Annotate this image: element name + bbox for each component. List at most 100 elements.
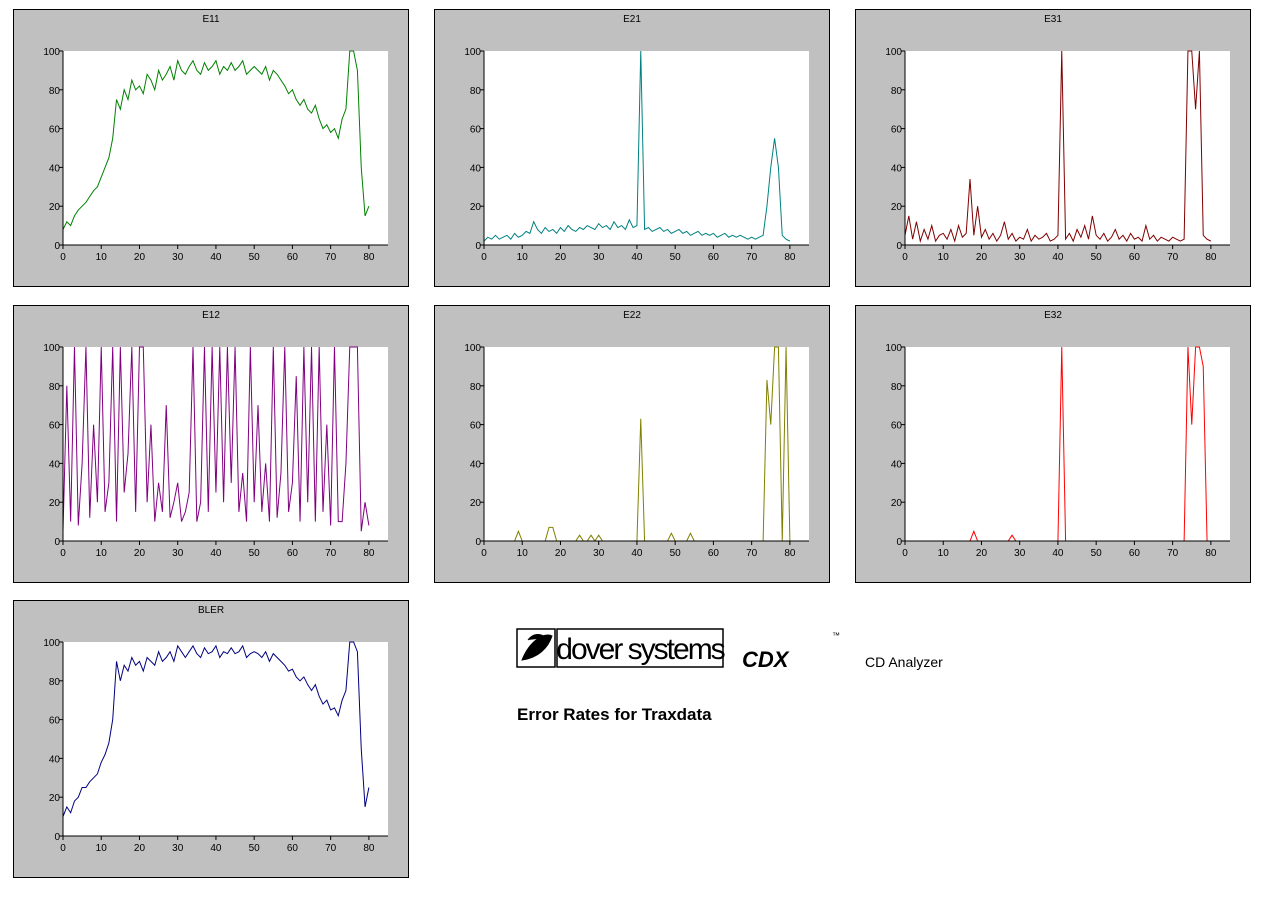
- x-tick-label: 10: [96, 843, 108, 854]
- plot-area: [63, 642, 388, 836]
- x-tick-label: 20: [134, 252, 146, 263]
- x-tick-label: 50: [670, 252, 682, 263]
- x-tick-label: 70: [1167, 548, 1179, 559]
- x-tick-label: 10: [96, 548, 108, 559]
- x-tick-label: 80: [363, 252, 375, 263]
- x-tick-label: 30: [172, 252, 184, 263]
- x-tick-label: 0: [60, 252, 66, 263]
- x-tick-label: 50: [1091, 548, 1103, 559]
- chart-panel: BLER 0 20 40 60 80 100 0 10 20 30 40 50 60 70 80: [13, 600, 409, 878]
- y-tick-label: 40: [470, 459, 482, 470]
- x-tick-label: 50: [670, 548, 682, 559]
- y-tick-label: 20: [891, 202, 903, 213]
- y-tick-label: 100: [464, 47, 481, 58]
- y-tick-label: 100: [43, 638, 60, 649]
- y-tick-label: 20: [470, 202, 482, 213]
- y-tick-label: 40: [891, 163, 903, 174]
- y-tick-label: 80: [470, 86, 482, 97]
- x-tick-label: 20: [134, 843, 146, 854]
- x-tick-label: 60: [287, 843, 299, 854]
- plot-area: [484, 347, 809, 541]
- y-tick-label: 40: [49, 754, 61, 765]
- y-tick-label: 40: [49, 459, 61, 470]
- x-tick-label: 40: [1052, 548, 1064, 559]
- data-line: [62, 346, 370, 532]
- x-tick-label: 40: [1052, 252, 1064, 263]
- x-tick-label: 60: [287, 252, 299, 263]
- x-tick-label: 60: [1129, 252, 1141, 263]
- x-tick-label: 70: [746, 252, 758, 263]
- y-tick-label: 0: [475, 537, 481, 548]
- y-tick-label: 0: [54, 241, 60, 252]
- y-tick-label: 20: [49, 793, 61, 804]
- x-tick-label: 80: [363, 843, 375, 854]
- chart-title: E22: [623, 310, 641, 321]
- y-tick-label: 0: [54, 537, 60, 548]
- x-tick-label: 20: [976, 252, 988, 263]
- brand: dover systems CDX ™ CD Analyzer Error Ra…: [516, 628, 943, 724]
- x-tick-label: 80: [784, 252, 796, 263]
- y-tick-label: 40: [49, 163, 61, 174]
- x-tick-label: 10: [938, 548, 950, 559]
- y-tick-label: 60: [891, 421, 903, 432]
- x-tick-label: 40: [210, 252, 222, 263]
- chart-title: E31: [1044, 14, 1062, 25]
- x-tick-label: 30: [172, 843, 184, 854]
- logo-box: [556, 628, 724, 668]
- x-tick-label: 50: [249, 843, 261, 854]
- chart-title: E12: [202, 310, 220, 321]
- y-tick-label: 80: [891, 86, 903, 97]
- x-tick-label: 50: [1091, 252, 1103, 263]
- x-tick-label: 70: [325, 548, 337, 559]
- chart-panel: E31 0 20 40 60 80 100 0 10 20 30 40 50 60 70 80: [855, 9, 1251, 287]
- y-tick-label: 0: [896, 537, 902, 548]
- plot-area: [905, 51, 1230, 245]
- subtitle: CD Analyzer: [865, 654, 943, 670]
- x-tick-label: 80: [1205, 548, 1217, 559]
- y-tick-label: 0: [54, 832, 60, 843]
- x-tick-label: 50: [249, 252, 261, 263]
- chart-panel: E11 0 20 40 60 80 100 0 10 20 30 40 50 60 70 80: [13, 9, 409, 287]
- x-tick-label: 20: [976, 548, 988, 559]
- chart-panel: E22 0 20 40 60 80 100 0 10 20 30 40 50 60 70 80: [434, 305, 830, 583]
- y-tick-label: 40: [891, 459, 903, 470]
- y-tick-label: 80: [470, 382, 482, 393]
- x-tick-label: 70: [325, 843, 337, 854]
- data-line: [904, 50, 1212, 244]
- chart-title: E32: [1044, 310, 1062, 321]
- x-tick-label: 10: [96, 252, 108, 263]
- y-tick-label: 0: [475, 241, 481, 252]
- data-line: [483, 50, 791, 242]
- y-tick-label: 60: [470, 421, 482, 432]
- x-tick-label: 20: [555, 252, 567, 263]
- x-tick-label: 30: [172, 548, 184, 559]
- y-tick-label: 60: [470, 125, 482, 136]
- y-tick-label: 40: [470, 163, 482, 174]
- y-tick-label: 60: [891, 125, 903, 136]
- x-tick-label: 60: [708, 548, 720, 559]
- chart-panel: E32 0 20 40 60 80 100 0 10 20 30 40 50 60 70 80: [855, 305, 1251, 583]
- x-tick-label: 0: [481, 252, 487, 263]
- x-tick-label: 30: [1014, 252, 1026, 263]
- y-tick-label: 0: [896, 241, 902, 252]
- x-tick-label: 0: [60, 843, 66, 854]
- x-tick-label: 80: [363, 548, 375, 559]
- trademark: ™: [832, 631, 840, 640]
- plot-area: [63, 51, 388, 245]
- x-tick-label: 80: [1205, 252, 1217, 263]
- logo-leaf: [521, 634, 553, 661]
- x-tick-label: 10: [517, 252, 529, 263]
- x-tick-label: 60: [1129, 548, 1141, 559]
- logo-text: dover systems: [556, 633, 724, 666]
- x-tick-label: 30: [593, 252, 605, 263]
- x-tick-label: 40: [210, 843, 222, 854]
- y-tick-label: 80: [49, 86, 61, 97]
- data-line: [62, 50, 370, 230]
- x-tick-label: 40: [631, 252, 643, 263]
- y-tick-label: 100: [464, 343, 481, 354]
- y-tick-label: 20: [891, 498, 903, 509]
- x-tick-label: 0: [902, 548, 908, 559]
- chart-panel: E12 0 20 40 60 80 100 0 10 20 30 40 50 60 70 80: [13, 305, 409, 583]
- data-line: [62, 641, 370, 817]
